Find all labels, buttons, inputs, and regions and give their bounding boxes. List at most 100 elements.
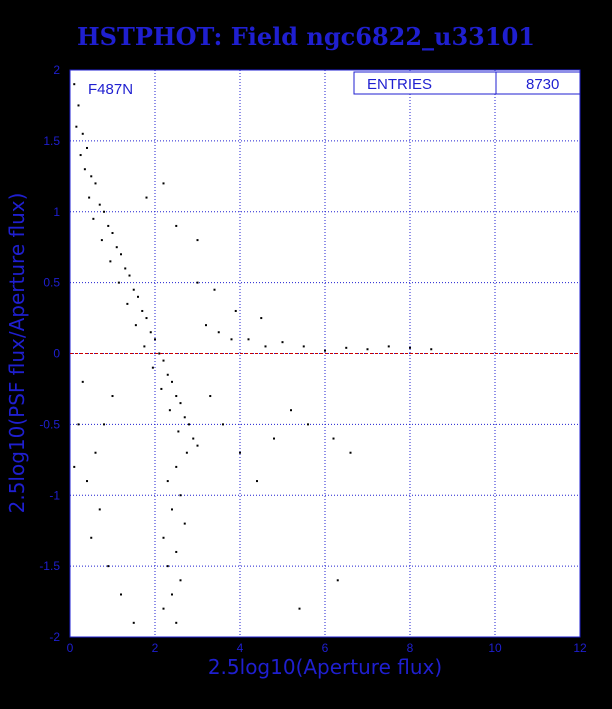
data-point: [90, 536, 93, 539]
data-point: [217, 331, 220, 334]
data-point: [92, 217, 95, 220]
data-point: [205, 324, 207, 327]
data-point: [166, 565, 169, 568]
chart-title: HSTPHOT: Field ngc6822_u33101: [77, 22, 535, 51]
data-point: [137, 295, 139, 298]
data-point: [234, 309, 237, 312]
axis-ticks: 0 2 4 6 8 10 12 2 1.5 1 0.5 0 -0.5 -1 -1.5 -2: [39, 63, 587, 655]
y-tick-label: -1.5: [39, 559, 60, 573]
data-point: [324, 349, 326, 352]
data-point: [158, 352, 161, 355]
data-point: [86, 146, 88, 149]
data-point: [98, 508, 101, 511]
data-point: [336, 579, 339, 582]
data-point: [192, 437, 195, 440]
data-point: [107, 565, 110, 568]
data-point: [90, 175, 93, 178]
data-point: [175, 395, 178, 398]
y-axis-label: 2.5log10(PSF flux/Aperture flux): [5, 193, 29, 514]
data-point: [171, 593, 173, 596]
data-point: [302, 345, 305, 348]
data-point: [100, 239, 103, 242]
data-point: [143, 345, 146, 348]
data-point: [107, 224, 110, 227]
data-point: [103, 423, 105, 426]
data-point: [162, 182, 165, 185]
data-point: [256, 480, 258, 483]
entries-value: 8730: [526, 76, 559, 93]
data-point: [175, 465, 178, 468]
data-point: [239, 451, 241, 454]
data-point: [179, 494, 182, 497]
y-tick-label: 1: [53, 205, 60, 219]
data-point: [230, 338, 233, 341]
y-tick-label: 0.5: [43, 276, 60, 290]
filter-label: F487N: [88, 81, 133, 98]
data-point: [132, 621, 135, 624]
data-point: [73, 83, 76, 86]
y-tick-label: -2: [49, 630, 60, 644]
y-tick-label: 2: [53, 63, 60, 77]
data-point: [307, 423, 309, 426]
data-point: [141, 309, 144, 312]
data-point: [213, 288, 216, 291]
data-point: [332, 437, 335, 440]
entries-label: ENTRIES: [367, 76, 432, 93]
y-tick-label: -1: [49, 488, 60, 502]
data-point: [349, 451, 352, 454]
data-point: [86, 480, 88, 483]
data-point: [366, 348, 369, 351]
data-point: [81, 132, 84, 135]
data-point: [77, 104, 80, 107]
data-point: [175, 224, 178, 227]
x-tick-label: 0: [67, 641, 74, 655]
data-point: [185, 451, 188, 454]
data-point: [120, 253, 122, 256]
data-point: [111, 395, 114, 398]
data-point: [175, 621, 178, 624]
data-point: [128, 274, 131, 277]
x-tick-label: 2: [152, 641, 159, 655]
data-point: [168, 409, 171, 412]
y-tick-label: -0.5: [39, 417, 60, 431]
data-point: [281, 341, 284, 344]
x-tick-label: 10: [488, 641, 502, 655]
data-point: [145, 196, 148, 199]
entries-box: [353, 71, 581, 95]
data-point: [179, 579, 182, 582]
data-point: [298, 607, 301, 610]
data-point: [98, 203, 101, 206]
data-point: [345, 346, 348, 349]
data-point: [75, 125, 78, 128]
data-point: [124, 267, 127, 270]
x-axis-label: 2.5log10(Aperture flux): [208, 655, 442, 679]
data-point: [171, 380, 173, 383]
data-point: [222, 423, 224, 426]
data-point: [162, 536, 165, 539]
data-point: [183, 522, 186, 525]
data-point: [77, 423, 80, 426]
data-point: [149, 331, 152, 334]
data-point: [171, 508, 173, 511]
data-point: [264, 345, 267, 348]
x-tick-label: 6: [322, 641, 329, 655]
data-point: [273, 437, 275, 440]
data-point: [83, 168, 86, 171]
data-point: [196, 444, 199, 447]
data-point: [409, 346, 411, 349]
data-point: [94, 182, 97, 185]
data-point: [196, 281, 199, 284]
data-point: [111, 232, 114, 235]
data-point: [134, 324, 137, 327]
x-tick-label: 8: [407, 641, 414, 655]
data-point: [73, 465, 76, 468]
data-point: [260, 317, 263, 320]
data-point: [247, 338, 250, 341]
data-point: [120, 593, 122, 596]
data-point: [183, 416, 186, 419]
data-point: [209, 395, 212, 398]
data-point: [196, 239, 199, 242]
data-point: [117, 281, 120, 284]
data-point: [162, 607, 165, 610]
